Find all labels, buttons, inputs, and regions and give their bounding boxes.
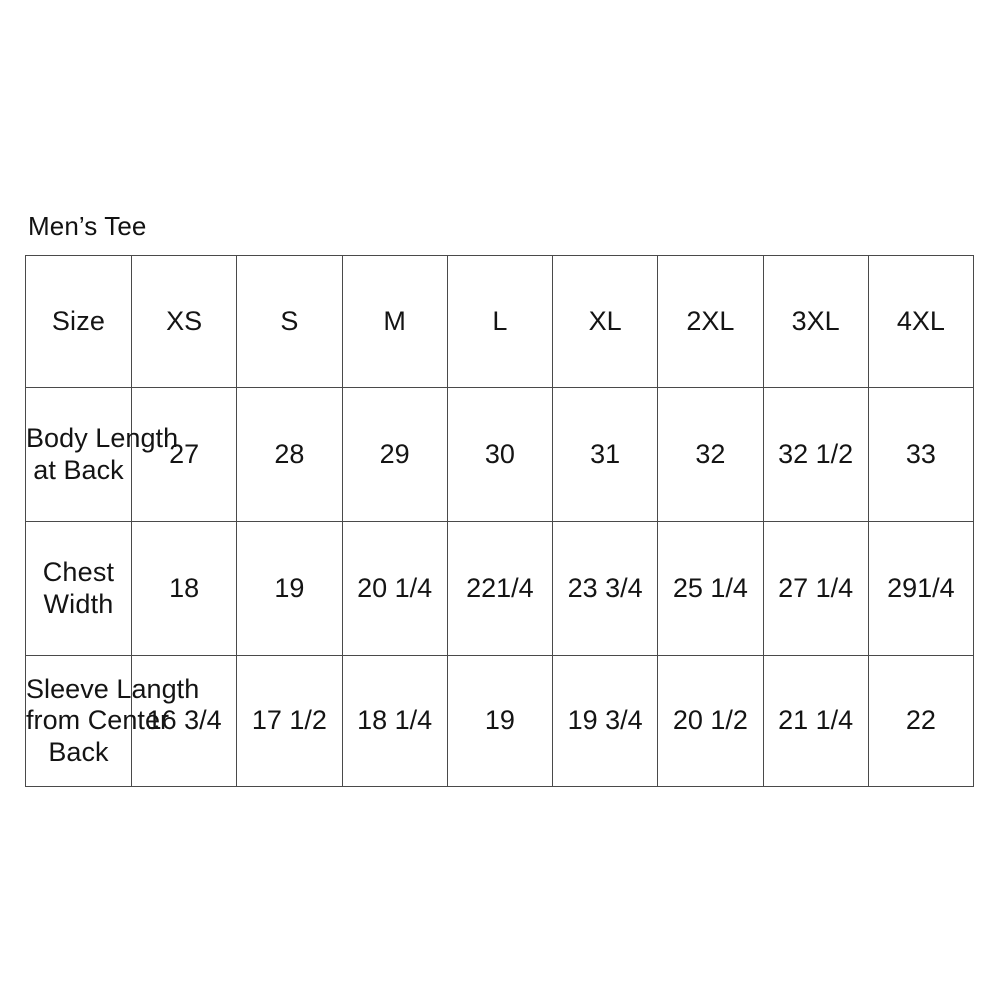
size-table-container: Size XS S M L XL 2XL 3XL 4XL Body Length… <box>25 255 975 787</box>
page-title: Men’s Tee <box>28 211 147 241</box>
header-cell-size: Size <box>25 255 132 388</box>
cell-chest-width-xl: 23 3/4 <box>551 521 659 656</box>
cell-body-length-s: 28 <box>236 387 343 522</box>
row-label-line: Width <box>43 588 114 619</box>
table-row: Sleeve Langth from Center Back 16 3/4 17… <box>25 655 975 787</box>
cell-sleeve-length-4xl: 22 <box>867 655 975 787</box>
cell-chest-width-xs: 18 <box>130 521 238 656</box>
cell-chest-width-2xl: 25 1/4 <box>657 521 764 656</box>
cell-body-length-m: 29 <box>341 387 448 522</box>
row-label-sleeve-length: Sleeve Langth from Center Back <box>25 655 200 787</box>
table-header-row: Size XS S M L XL 2XL 3XL 4XL <box>25 255 975 388</box>
header-cell-l: L <box>446 255 554 388</box>
header-cell-xs: XS <box>130 255 238 388</box>
cell-chest-width-4xl: 291/4 <box>867 521 975 656</box>
header-cell-3xl: 3XL <box>762 255 869 388</box>
cell-sleeve-length-xs: 16 3/4 <box>130 655 238 787</box>
header-cell-m: M <box>341 255 448 388</box>
cell-sleeve-length-xl: 19 3/4 <box>551 655 659 787</box>
size-chart-table: Size XS S M L XL 2XL 3XL 4XL Body Length… <box>25 255 975 787</box>
cell-sleeve-length-l: 19 <box>446 655 554 787</box>
cell-chest-width-s: 19 <box>236 521 343 656</box>
row-label-chest-width: Chest Width <box>25 521 132 656</box>
table-row: Chest Width 18 19 20 1/4 221/4 23 3/4 25… <box>25 521 975 656</box>
row-label-body-length: Body Length at Back <box>25 387 179 522</box>
header-cell-4xl: 4XL <box>867 255 975 388</box>
cell-chest-width-l: 221/4 <box>446 521 554 656</box>
row-label-line: Body Length <box>26 423 179 454</box>
cell-body-length-xl: 31 <box>551 387 659 522</box>
cell-body-length-xs: 27 <box>130 387 238 522</box>
header-cell-s: S <box>236 255 343 388</box>
cell-chest-width-3xl: 27 1/4 <box>762 521 869 656</box>
row-label-line: Chest <box>42 557 115 588</box>
cell-body-length-4xl: 33 <box>867 387 975 522</box>
cell-sleeve-length-s: 17 1/2 <box>236 655 343 787</box>
cell-body-length-3xl: 32 1/2 <box>762 387 869 522</box>
cell-sleeve-length-m: 18 1/4 <box>341 655 448 787</box>
cell-body-length-l: 30 <box>446 387 554 522</box>
row-label-line: Back <box>48 736 109 767</box>
cell-chest-width-m: 20 1/4 <box>341 521 448 656</box>
row-label-line: at Back <box>33 454 124 485</box>
table-row: Body Length at Back 27 28 29 30 31 32 32… <box>25 387 975 522</box>
cell-sleeve-length-2xl: 20 1/2 <box>657 655 764 787</box>
cell-sleeve-length-3xl: 21 1/4 <box>762 655 869 787</box>
row-label-line: from Center <box>26 705 170 736</box>
row-label-line: Sleeve Langth <box>26 674 200 705</box>
header-cell-xl: XL <box>551 255 659 388</box>
cell-body-length-2xl: 32 <box>657 387 764 522</box>
header-cell-2xl: 2XL <box>657 255 764 388</box>
